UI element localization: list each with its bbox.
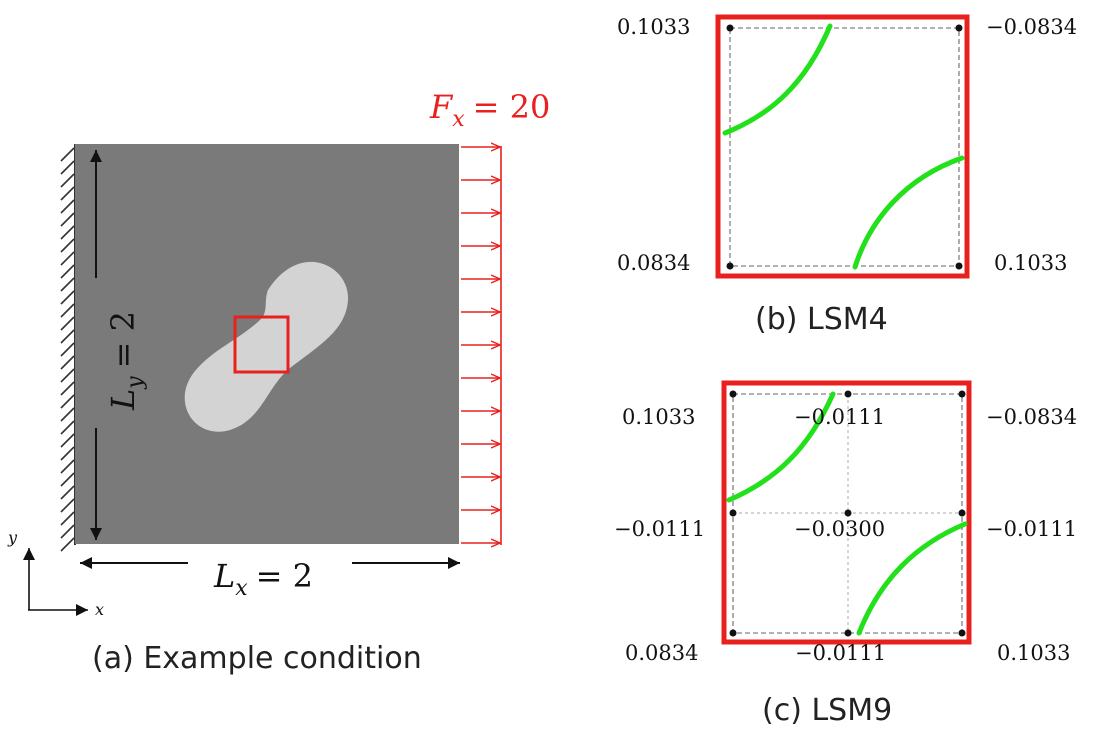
lsm9-node bbox=[958, 629, 966, 637]
lsm4-value-top-left: 0.1033 bbox=[617, 15, 690, 39]
lsm4-node bbox=[955, 262, 963, 270]
hatch-line bbox=[60, 173, 75, 188]
svg-text:Ly= 2: Ly= 2 bbox=[104, 311, 148, 411]
panel-b: 0.1033 −0.0834 0.0834 0.1033 (b) LSM4 bbox=[617, 14, 1077, 337]
lsm9-node bbox=[844, 629, 852, 637]
lsm4-value-top-right: −0.0834 bbox=[986, 15, 1077, 39]
lsm9-value-bottom-right: 0.1033 bbox=[997, 641, 1070, 665]
hatch-line bbox=[60, 446, 75, 461]
lsm9-node bbox=[729, 390, 737, 398]
hatch-line bbox=[60, 264, 75, 279]
hatch-line bbox=[60, 433, 75, 448]
lsm4-value-bottom-left: 0.0834 bbox=[617, 251, 690, 275]
axis-y-label: y bbox=[7, 528, 18, 547]
hatch-line bbox=[60, 524, 75, 539]
force-arrows bbox=[461, 147, 500, 543]
lsm9-value-mid-right: −0.0111 bbox=[986, 517, 1077, 541]
force-label: Fx = 20 bbox=[429, 88, 550, 132]
highlight-box bbox=[233, 315, 290, 374]
lsm9-curve-upper bbox=[726, 391, 836, 503]
lsm9-value-top-left: 0.1033 bbox=[622, 405, 695, 429]
lsm4-curve-upper bbox=[722, 23, 833, 136]
hatch-line bbox=[60, 277, 75, 292]
hatch-line bbox=[60, 303, 75, 318]
caption-b: (b) LSM4 bbox=[755, 302, 888, 337]
hatch-line bbox=[60, 472, 75, 487]
lsm9-node bbox=[729, 509, 737, 517]
lsm9-value-bottom-mid: −0.0111 bbox=[795, 641, 886, 665]
lsm4-node bbox=[726, 24, 734, 32]
hatch-line bbox=[60, 407, 75, 422]
hatch-line bbox=[60, 290, 75, 305]
lsm9-node bbox=[729, 629, 737, 637]
axis-x-label: x bbox=[95, 600, 104, 619]
hatch-line bbox=[60, 212, 75, 227]
lsm9-node bbox=[844, 390, 852, 398]
lx-label: Lx = 2 bbox=[213, 557, 313, 601]
lsm4-curve-lower bbox=[852, 155, 965, 270]
hatch-line bbox=[60, 537, 75, 552]
lsm9-value-top-right: −0.0834 bbox=[986, 405, 1077, 429]
coordinate-axes: y x bbox=[7, 528, 104, 619]
lsm9-frame bbox=[721, 380, 972, 645]
hatch-line bbox=[60, 342, 75, 357]
panel-c: 0.1033 −0.0111 −0.0834 −0.0111 −0.0300 −… bbox=[614, 380, 1077, 728]
panel-a: Fx = 20 Ly= 2 Lx = 2 y x (a) Example condi… bbox=[7, 88, 550, 676]
lsm9-curve-lower bbox=[856, 521, 968, 636]
hatch-line bbox=[60, 160, 75, 175]
hatch-line bbox=[60, 251, 75, 266]
hatch-line bbox=[60, 420, 75, 435]
hatch-line bbox=[60, 316, 75, 331]
hatch-line bbox=[60, 355, 75, 370]
lsm9-node bbox=[958, 509, 966, 517]
hatch-line bbox=[60, 225, 75, 240]
hatch-line bbox=[60, 485, 75, 500]
lsm9-value-top-mid: −0.0111 bbox=[794, 405, 885, 429]
lsm4-value-bottom-right: 0.1033 bbox=[994, 251, 1067, 275]
hatch-line bbox=[60, 511, 75, 526]
lsm4-element bbox=[729, 27, 960, 267]
hatch-line bbox=[60, 368, 75, 383]
hatch-line bbox=[60, 329, 75, 344]
inclusion-shape bbox=[184, 261, 349, 432]
lsm4-node bbox=[726, 262, 734, 270]
lsm4-frame bbox=[715, 14, 970, 279]
lsm9-value-center: −0.0300 bbox=[794, 517, 885, 541]
lsm9-value-bottom-left: 0.0834 bbox=[625, 641, 698, 665]
ly-label: Ly= 2 bbox=[104, 311, 148, 411]
caption-a: (a) Example condition bbox=[92, 641, 422, 676]
hatch-line bbox=[60, 186, 75, 201]
lsm4-node bbox=[955, 24, 963, 32]
hatch-line bbox=[60, 238, 75, 253]
hatch-line bbox=[60, 394, 75, 409]
hatch-line bbox=[60, 459, 75, 474]
hatch-line bbox=[60, 147, 75, 162]
lsm9-value-mid-left: −0.0111 bbox=[614, 517, 705, 541]
fixed-support bbox=[60, 144, 76, 552]
lsm9-node bbox=[958, 390, 966, 398]
hatch-line bbox=[60, 381, 75, 396]
caption-c: (c) LSM9 bbox=[762, 693, 892, 728]
lsm9-node bbox=[844, 509, 852, 517]
hatch-line bbox=[60, 498, 75, 513]
hatch-line bbox=[60, 199, 75, 214]
